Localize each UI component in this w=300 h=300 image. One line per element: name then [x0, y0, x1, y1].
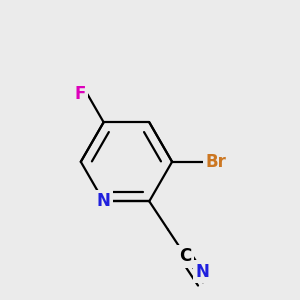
Text: C: C [179, 247, 191, 265]
Text: N: N [97, 192, 111, 210]
Text: N: N [196, 263, 210, 281]
Text: Br: Br [206, 153, 227, 171]
Text: F: F [75, 85, 86, 103]
